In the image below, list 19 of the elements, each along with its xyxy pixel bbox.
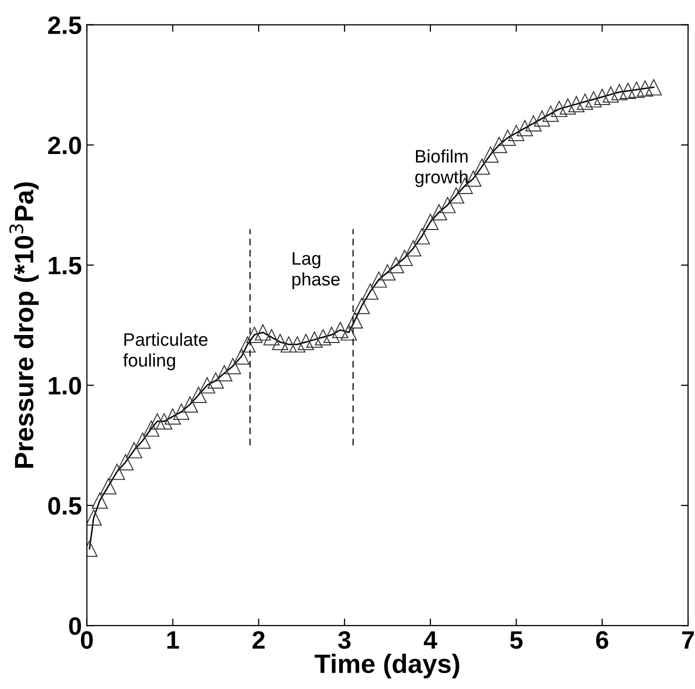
y-tick-label: 0 xyxy=(69,617,81,635)
y-tick-label: 2.0 xyxy=(48,136,81,154)
y-tick-label: 1.5 xyxy=(48,256,82,274)
x-tick-label: 5 xyxy=(510,631,523,649)
y-axis-title: Pressure drop (*10$^{3}$Pa) xyxy=(9,182,39,468)
y-tick-label: 1.0 xyxy=(48,376,81,395)
x-tick-label: 4 xyxy=(424,631,438,649)
y-tick-label: 2.5 xyxy=(48,16,82,34)
y-tick-label: 0.5 xyxy=(48,497,82,515)
x-tick-label: 7 xyxy=(682,631,694,649)
annotation: Particulate fouling xyxy=(123,332,208,370)
x-tick-label: 6 xyxy=(596,631,608,649)
x-tick-label: 2 xyxy=(252,631,265,649)
x-tick-label: 0 xyxy=(80,631,93,649)
annotation: Biofilm growth xyxy=(415,149,468,188)
x-tick-label: 3 xyxy=(338,631,351,649)
x-tick-label: 1 xyxy=(167,631,180,649)
annotation: Lag phase xyxy=(292,252,340,290)
x-axis-title: Time (days) xyxy=(314,654,460,678)
